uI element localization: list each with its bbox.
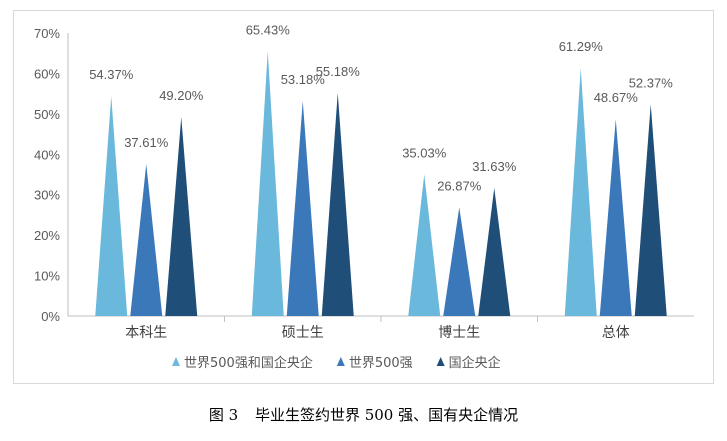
bar-triangle <box>443 207 476 316</box>
legend-entry: 国企央企 <box>449 355 501 371</box>
data-label: 35.03% <box>402 145 447 160</box>
data-label: 26.87% <box>437 178 482 193</box>
x-tick-label: 博士生 <box>438 324 480 341</box>
data-label: 48.67% <box>594 90 639 105</box>
legend-marker <box>336 357 345 366</box>
y-tick-label: 40% <box>34 147 60 162</box>
y-tick-label: 10% <box>34 269 60 284</box>
data-label: 53.18% <box>281 72 326 87</box>
bar-triangle <box>321 92 354 316</box>
figure-number: 图 3 <box>208 406 239 424</box>
data-label: 49.20% <box>159 88 204 103</box>
y-tick-label: 70% <box>34 26 60 41</box>
x-tick-label: 硕士生 <box>282 325 324 341</box>
x-tick-label: 本科生 <box>125 325 167 341</box>
bar-triangle <box>599 119 632 316</box>
legend-entry: 世界500强和国企央企 <box>184 355 313 371</box>
bar-triangle <box>408 174 441 316</box>
y-tick-label: 30% <box>34 188 60 203</box>
bar-triangle <box>478 188 511 316</box>
bar-triangle <box>130 163 163 316</box>
bar-triangle <box>251 51 284 316</box>
y-tick-label: 20% <box>34 228 60 243</box>
bar-triangle <box>634 104 667 316</box>
data-label: 37.61% <box>124 135 169 150</box>
y-tick-label: 0% <box>41 309 60 324</box>
y-tick-label: 50% <box>34 107 60 122</box>
bar-triangle <box>95 96 128 317</box>
data-label: 54.37% <box>89 67 134 82</box>
legend-marker <box>172 357 180 366</box>
bar-chart: 0% 10% 20% 30% 40% 50% 60% 70% 本科生 54.37% 37.61% 49… <box>34 22 694 371</box>
legend-entry: 世界500强 <box>349 356 413 371</box>
data-label: 52.37% <box>629 75 674 90</box>
y-tick-label: 60% <box>34 66 60 81</box>
bar-triangle <box>286 101 319 316</box>
figure-title: 毕业生签约世界 500 强、国有央企情况 <box>254 406 519 424</box>
data-label: 61.29% <box>559 39 604 54</box>
figure-caption: 图 3 毕业生签约世界 500 强、国有央企情况 <box>0 404 727 425</box>
legend-marker <box>436 357 445 366</box>
chart-frame <box>13 10 714 384</box>
data-label: 55.18% <box>316 64 361 79</box>
bar-triangle <box>165 117 198 316</box>
data-label: 65.43% <box>246 22 291 37</box>
data-label: 31.63% <box>472 159 517 174</box>
bar-triangle <box>564 68 597 316</box>
x-tick-label: 总体 <box>602 325 630 341</box>
